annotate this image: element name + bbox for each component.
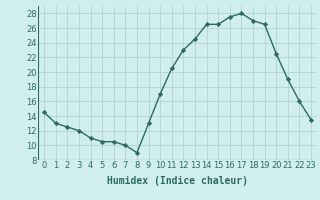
X-axis label: Humidex (Indice chaleur): Humidex (Indice chaleur) xyxy=(107,176,248,186)
